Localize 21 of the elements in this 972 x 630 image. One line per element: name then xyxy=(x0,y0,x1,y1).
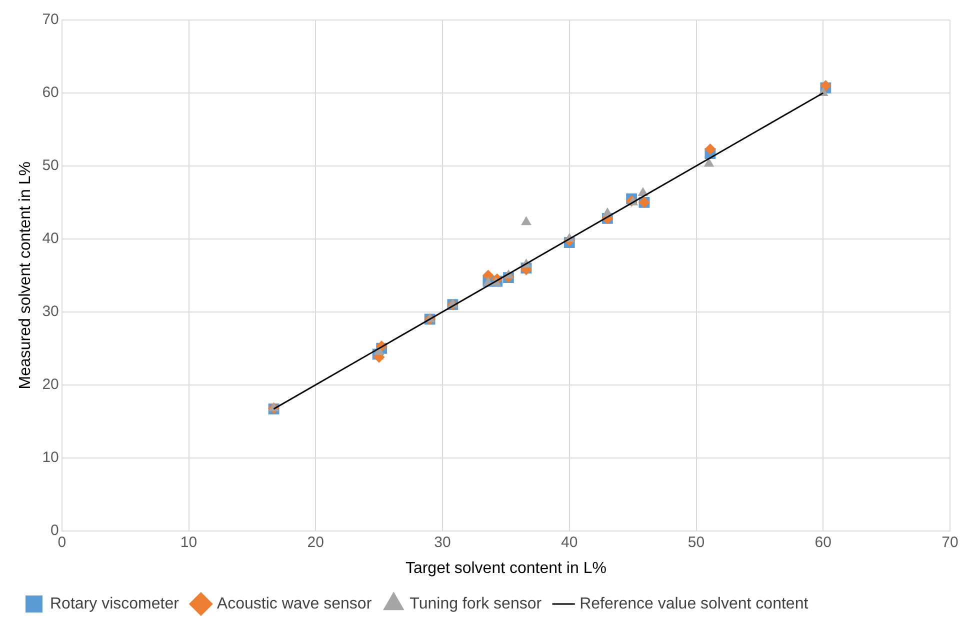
x-tick-label: 30 xyxy=(434,534,451,551)
y-tick-label: 70 xyxy=(42,11,59,28)
x-tick-label: 70 xyxy=(942,534,958,551)
y-axis-title: Measured solvent content in L% xyxy=(17,162,34,390)
x-tick-label: 50 xyxy=(688,534,705,551)
legend-label: Rotary viscometer xyxy=(50,595,180,612)
x-tick-label: 10 xyxy=(180,534,198,551)
y-tick-label: 60 xyxy=(42,84,59,102)
x-axis-title: Target solvent content in L% xyxy=(405,560,606,577)
x-tick-label: 40 xyxy=(561,534,578,551)
y-tick-label: 20 xyxy=(42,376,59,393)
y-tick-label: 30 xyxy=(42,303,59,320)
legend-label: Tuning fork sensor xyxy=(410,595,542,612)
x-tick-label: 60 xyxy=(814,534,832,551)
y-tick-label: 50 xyxy=(42,157,59,174)
y-tick-label: 10 xyxy=(42,448,59,466)
legend-label: Reference value solvent content xyxy=(580,595,809,612)
x-tick-label: 20 xyxy=(307,534,324,551)
legend-label: Acoustic wave sensor xyxy=(216,595,372,612)
y-tick-label: 40 xyxy=(42,230,59,248)
y-tick-label: 0 xyxy=(50,522,59,539)
